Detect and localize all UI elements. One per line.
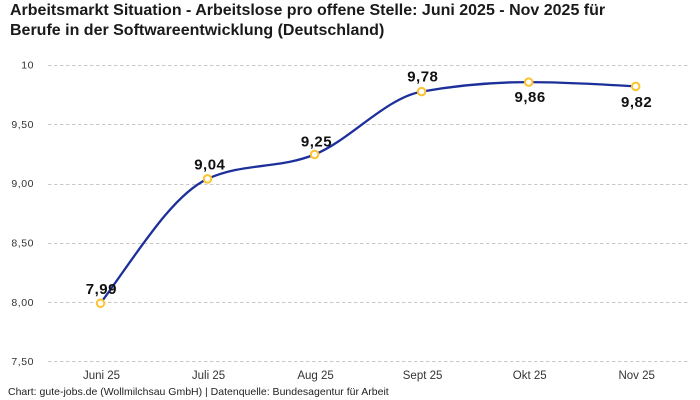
svg-text:7,50: 7,50 — [11, 356, 34, 368]
svg-text:Juli 25: Juli 25 — [192, 370, 225, 382]
svg-text:Sept 25: Sept 25 — [403, 370, 443, 382]
svg-text:9,50: 9,50 — [11, 119, 34, 131]
svg-text:8,50: 8,50 — [11, 238, 34, 250]
svg-text:7,99: 7,99 — [86, 281, 117, 298]
svg-text:9,78: 9,78 — [407, 69, 438, 86]
svg-text:9,86: 9,86 — [514, 89, 545, 106]
svg-text:9,82: 9,82 — [621, 94, 652, 111]
svg-text:Juni 25: Juni 25 — [83, 370, 120, 382]
svg-text:Aug 25: Aug 25 — [297, 370, 333, 382]
svg-text:10: 10 — [21, 60, 34, 72]
svg-text:Nov 25: Nov 25 — [618, 370, 654, 382]
svg-text:9,00: 9,00 — [11, 178, 34, 190]
svg-text:9,25: 9,25 — [301, 133, 332, 150]
svg-text:9,04: 9,04 — [194, 156, 225, 173]
svg-text:8,00: 8,00 — [11, 297, 34, 309]
svg-text:Okt 25: Okt 25 — [513, 370, 547, 382]
